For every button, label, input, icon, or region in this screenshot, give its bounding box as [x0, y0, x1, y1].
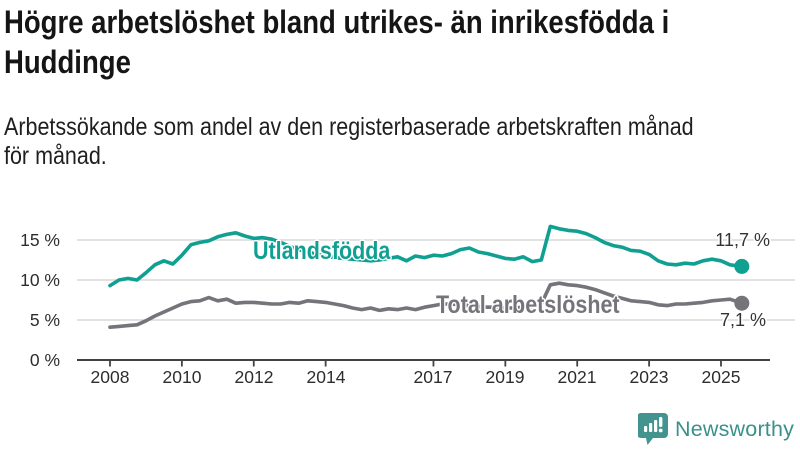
series-label-total-arbetsloshet: Total arbetslöshet: [436, 291, 620, 319]
chart-subtitle: Arbetssökande som andel av den registerb…: [4, 113, 800, 171]
x-tick-label-2025: 2025: [701, 367, 741, 387]
x-tick-label-2008: 2008: [90, 367, 130, 387]
series-label-utlandsfodda: Utlandsfödda: [253, 237, 391, 265]
newsworthy-wordmark: Newsworthy: [675, 417, 795, 441]
y-tick-label-0: 0 %: [29, 350, 60, 370]
page-title: Högre arbetslöshet bland utrikes- än inr…: [4, 2, 778, 82]
x-tick-label-2017: 2017: [413, 367, 453, 387]
end-value-label-utlandsfodda: 11,7 %: [715, 230, 770, 250]
x-tick-label-2023: 2023: [629, 367, 669, 387]
subtitle-line-2: för månad.: [4, 142, 107, 170]
end-value-label-total: 7,1 %: [719, 310, 766, 330]
newsworthy-bar-chart-bubble-icon: [638, 413, 668, 445]
y-tick-label-5: 5 %: [29, 310, 60, 330]
title-line-1: Högre arbetslöshet bland utrikes- än inr…: [4, 4, 670, 40]
x-tick-label-2019: 2019: [485, 367, 525, 387]
x-tick-label-2021: 2021: [557, 367, 597, 387]
x-tick-label-2012: 2012: [234, 367, 274, 387]
title-line-2: Huddinge: [4, 44, 131, 80]
subtitle-line-1: Arbetssökande som andel av den registerb…: [4, 113, 694, 141]
y-tick-label-15: 15 %: [20, 230, 60, 250]
x-tick-label-2010: 2010: [162, 367, 202, 387]
newsworthy-logo: Newsworthy: [638, 413, 794, 446]
x-tick-label-2014: 2014: [306, 367, 346, 387]
y-tick-label-10: 10 %: [20, 270, 60, 290]
